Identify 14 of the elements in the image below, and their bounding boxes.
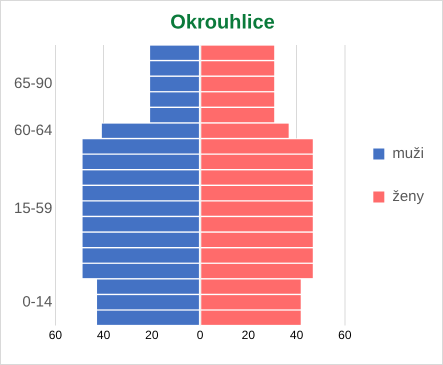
x-tick-label: 20 <box>242 328 256 342</box>
x-tick-label: 0 <box>196 328 204 342</box>
x-tick-label: 20 <box>145 328 159 342</box>
x-tick-label: 60 <box>338 328 352 342</box>
chart-title: Okrouhlice <box>170 12 275 34</box>
y-tick-label: 60-64 <box>14 122 52 139</box>
x-tick-label: 60 <box>48 328 62 342</box>
y-tick-label: 15-59 <box>14 200 52 217</box>
legend-label: muži <box>392 145 424 162</box>
legend-label: ženy <box>392 188 424 206</box>
y-tick-label: 65-90 <box>14 75 52 92</box>
y-tick-label: 0-14 <box>22 293 52 310</box>
x-tick-label: 40 <box>290 328 304 342</box>
x-tick-label: 40 <box>96 328 111 342</box>
